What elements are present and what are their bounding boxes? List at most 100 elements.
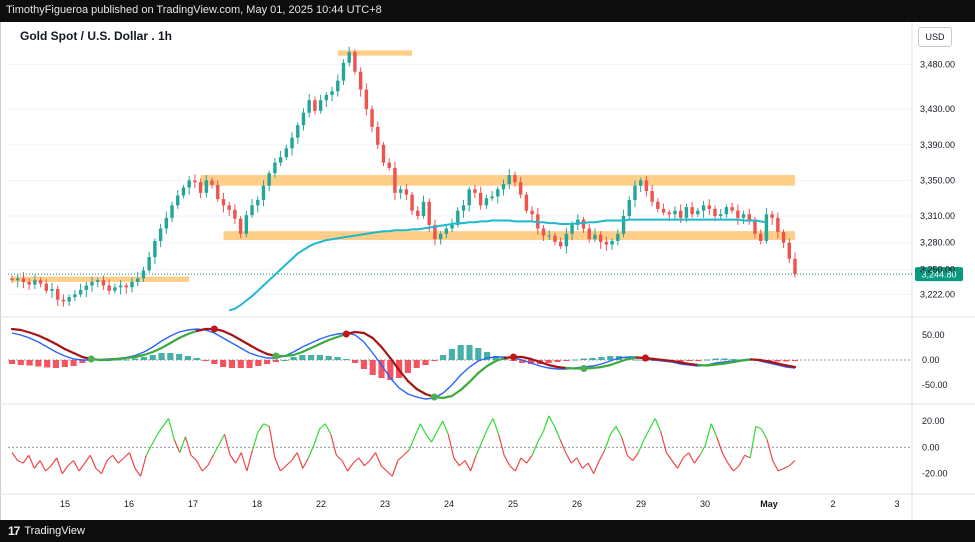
macd-signal-segment [741, 358, 753, 362]
macd-tick-label: 0.00 [922, 355, 940, 365]
candle-body [10, 278, 14, 281]
brand[interactable]: 17 TradingView [8, 524, 85, 538]
time-tick-label: 22 [316, 499, 326, 509]
candle-body [38, 280, 43, 284]
sma-line [228, 218, 767, 312]
macd-signal-segment [134, 353, 146, 359]
candle-body [650, 191, 654, 202]
macd-histogram-bar [281, 360, 288, 361]
candle-body [484, 198, 489, 206]
macd-histogram-bar [677, 360, 684, 362]
macd-histogram-bar [176, 354, 183, 360]
macd-signal-segment [732, 359, 744, 364]
candle-body [33, 280, 37, 285]
osc-segment [609, 426, 617, 435]
osc-segment [760, 428, 768, 440]
osc-segment [201, 465, 209, 472]
macd-tick-label: -50.00 [922, 380, 948, 390]
osc-segment [559, 439, 567, 453]
candle-body [284, 148, 289, 158]
candle-body [113, 287, 117, 291]
macd-histogram-bar [123, 359, 130, 361]
osc-segment [693, 454, 701, 464]
macd-histogram-bar [501, 359, 508, 360]
candle-body [724, 207, 729, 215]
candle-body [438, 233, 443, 240]
osc-segment [280, 465, 287, 472]
candle-body [661, 208, 666, 213]
macd-signal-segment [230, 333, 242, 342]
osc-segment [626, 454, 634, 461]
candle-body [467, 189, 471, 206]
candle-body [358, 71, 363, 90]
chart-frame[interactable] [0, 22, 975, 520]
candle-body [621, 216, 626, 234]
osc-segment [33, 460, 41, 469]
macd-signal-segment [398, 368, 409, 383]
macd-histogram-bar [17, 360, 24, 365]
osc-segment [682, 452, 690, 459]
osc-segment [598, 449, 606, 461]
osc-segment [391, 460, 399, 477]
macd-signal-segment [688, 362, 700, 367]
macd-signal-segment [310, 342, 322, 350]
candle-body [421, 201, 426, 217]
osc-segment [313, 428, 321, 445]
time-tick-label: 30 [700, 499, 710, 509]
candle-body [181, 187, 186, 196]
candle-body [256, 199, 260, 206]
osc-segment [28, 455, 35, 469]
candle-body [416, 210, 420, 217]
macd-signal-segment [468, 371, 480, 384]
macd-histogram-bar [598, 357, 605, 360]
candle-body [227, 205, 231, 210]
osc-segment [475, 441, 483, 456]
osc-segment [593, 460, 600, 474]
osc-segment [179, 436, 186, 453]
macd-signal-segment [697, 363, 709, 367]
macd-signal-segment [617, 357, 629, 364]
candle-body [210, 180, 214, 185]
candle-body [387, 162, 391, 168]
macd-histogram-bar [52, 360, 60, 368]
macd-histogram-bar [774, 360, 781, 362]
macd-signal-segment [776, 362, 788, 367]
candle-body [296, 125, 300, 138]
candle-body [118, 285, 123, 288]
candle-body [273, 162, 277, 174]
candle-body [73, 294, 77, 298]
macd-histogram-bar [352, 360, 359, 363]
candle-body [753, 219, 757, 234]
candle-body [204, 180, 209, 193]
currency-button[interactable]: USD [918, 27, 952, 47]
osc-segment [716, 436, 723, 453]
osc-segment [341, 460, 349, 472]
osc-segment [514, 457, 522, 472]
candle-body [21, 278, 26, 282]
candle-body [393, 167, 397, 193]
osc-segment [755, 425, 762, 430]
osc-segment [67, 460, 74, 467]
macd-signal-segment [450, 388, 462, 398]
macd-signal-segment [19, 328, 31, 334]
macd-fast-line [11, 328, 796, 400]
price-tick-label: 3,280.00 [920, 238, 955, 248]
osc-segment [660, 431, 667, 453]
macd-signal-segment [521, 355, 533, 361]
candle-body [404, 189, 409, 195]
candle-body [764, 214, 769, 241]
candle-body [787, 242, 791, 259]
macd-signal-segment [591, 365, 603, 370]
osc-segment [374, 452, 382, 466]
macd-signal-segment [529, 357, 541, 364]
osc-segment [218, 433, 226, 446]
osc-segment [414, 423, 421, 438]
time-tick-label: May [760, 499, 778, 509]
macd-histogram-bar [413, 360, 420, 368]
macd-signal-segment [785, 364, 797, 369]
candle-body [330, 91, 334, 95]
price-tick-label: 3,390.00 [920, 140, 955, 150]
macd-histogram-bar [184, 356, 192, 360]
candle-body [216, 184, 220, 200]
